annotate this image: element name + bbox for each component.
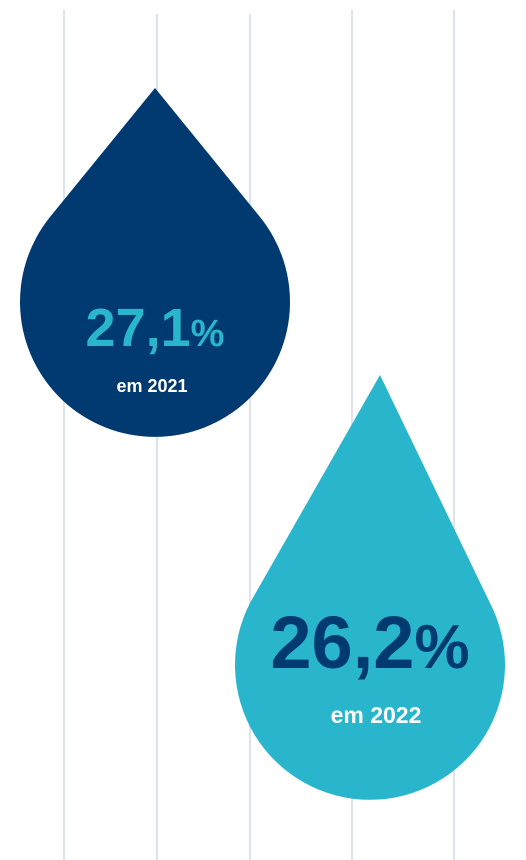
drop-shape <box>19 88 291 437</box>
drop-2021: 27,1% em 2021 <box>19 88 291 437</box>
drop-caption: em 2022 <box>331 702 422 728</box>
value-number: 27,1 <box>86 298 191 358</box>
drop-shape <box>235 375 506 800</box>
value-number: 26,2 <box>270 601 414 684</box>
value-unit: % <box>191 313 225 355</box>
value-unit: % <box>414 613 469 682</box>
drop-2022: 26,2% em 2022 <box>235 375 506 800</box>
drop-value: 27,1% <box>86 298 225 358</box>
drop-value: 26,2% <box>270 601 469 684</box>
drop-caption: em 2021 <box>116 376 187 396</box>
